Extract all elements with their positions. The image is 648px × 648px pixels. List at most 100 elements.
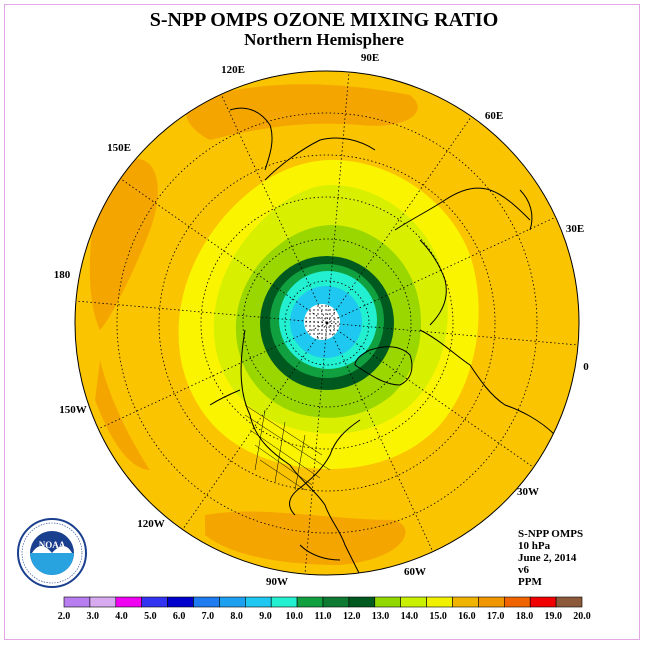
- info-block: S-NPP OMPS 10 hPa June 2, 2014 v6 PPM: [518, 528, 583, 588]
- coastline-siberia: [419, 239, 447, 326]
- no-data-dot: [317, 337, 319, 339]
- coastline-asia: [394, 187, 531, 231]
- colorbar-swatch: [555, 596, 583, 608]
- coastline-japan-region: [229, 107, 273, 171]
- colorbar-swatch: [270, 596, 298, 608]
- colorbar-tick-label: 3.0: [87, 611, 100, 622]
- no-data-dot: [329, 317, 331, 319]
- colorbar-tick-label: 2.0: [58, 611, 71, 622]
- lon-label-120w: 120W: [137, 518, 165, 530]
- no-data-dot: [313, 317, 315, 319]
- no-data-dot: [321, 337, 323, 339]
- lon-label-30w: 30W: [517, 486, 539, 498]
- no-data-dot: [305, 325, 307, 327]
- no-data-dot: [317, 313, 319, 315]
- no-data-dot: [305, 321, 307, 323]
- no-data-dot: [333, 325, 335, 327]
- no-data-dot: [317, 329, 319, 331]
- no-data-dot: [329, 333, 331, 335]
- coastline-europe: [419, 329, 556, 436]
- coastline-east-asia: [264, 137, 376, 181]
- no-data-dot: [333, 329, 335, 331]
- colorbar-tick-label: 6.0: [173, 611, 186, 622]
- map-title: S-NPP OMPS OZONE MIXING RATIO: [150, 9, 499, 31]
- colorbar-swatch: [503, 596, 531, 608]
- colorbar-tick-label: 15.0: [429, 611, 447, 622]
- no-data-dot: [337, 325, 339, 327]
- hemisphere-outline: [74, 70, 580, 576]
- no-data-dot: [317, 317, 319, 319]
- coastline-north-america-east: [289, 419, 361, 516]
- coastline-alaska: [209, 389, 241, 406]
- colorbar-swatch: [322, 596, 350, 608]
- info-instrument: S-NPP OMPS: [518, 528, 583, 540]
- no-data-dot: [329, 313, 331, 315]
- info-units: PPM: [518, 576, 542, 588]
- coastline-greenland: [354, 346, 413, 386]
- no-data-dot: [325, 333, 327, 335]
- no-data-dot: [317, 325, 319, 327]
- longitude-labels: 90E 60E 30E 0 30W 60W 90W 120W 150W 180 …: [54, 52, 590, 588]
- colorbar-tick-label: 9.0: [259, 611, 272, 622]
- no-data-dot: [309, 333, 311, 335]
- polar-no-data-dots: [305, 305, 339, 339]
- colorbar-tick-label: 14.0: [401, 611, 419, 622]
- colorbar-swatch: [478, 596, 505, 608]
- coastline-north-america: [240, 329, 361, 575]
- no-data-dot: [325, 305, 327, 307]
- colorbar-swatch: [529, 596, 557, 608]
- lon-label-0: 0: [583, 361, 589, 373]
- band-17ppm-patch: [95, 360, 150, 470]
- coastlines: [209, 107, 556, 575]
- no-data-dot: [333, 321, 335, 323]
- noaa-logo-ring-lettering: [21, 522, 83, 584]
- colorbar-tick-label: 20.0: [573, 611, 591, 622]
- colorbar-tick-label: 13.0: [372, 611, 390, 622]
- no-data-dot: [325, 325, 327, 327]
- no-data-dot: [305, 317, 307, 319]
- colorbar-swatch: [374, 596, 401, 608]
- band-17ppm-patch: [205, 511, 406, 565]
- lon-label-60e: 60E: [485, 110, 503, 122]
- no-data-dot: [321, 305, 323, 307]
- lon-label-150w: 150W: [59, 404, 87, 416]
- no-data-dot: [313, 309, 315, 311]
- ozone-field: [75, 71, 579, 575]
- no-data-dot: [325, 313, 327, 315]
- no-data-dot: [309, 309, 311, 311]
- colorbar-swatch: [400, 596, 427, 608]
- no-data-dot: [309, 329, 311, 331]
- colorbar-swatch: [193, 596, 220, 608]
- colorbar-swatch: [89, 596, 117, 608]
- no-data-dot: [337, 321, 339, 323]
- colorbar-tick-label: 18.0: [516, 611, 534, 622]
- band-17ppm-patch: [89, 158, 158, 330]
- no-data-dot: [317, 309, 319, 311]
- no-data-dot: [309, 325, 311, 327]
- no-data-dot: [313, 325, 315, 327]
- colorbar-tick-label: 17.0: [487, 611, 505, 622]
- lon-label-180: 180: [54, 269, 71, 281]
- info-pressure-level: 10 hPa: [518, 540, 551, 552]
- band-17ppm-patch: [186, 84, 418, 140]
- colorbar-swatch: [426, 596, 453, 608]
- no-data-dot: [321, 313, 323, 315]
- colorbar: [63, 596, 583, 608]
- no-data-dot: [325, 337, 327, 339]
- no-data-dot: [313, 329, 315, 331]
- coastline-india-region: [519, 189, 533, 231]
- noaa-logo-text: NOAA: [39, 540, 66, 550]
- no-data-dot: [325, 317, 327, 319]
- colorbar-tick-labels: 2.0 3.0 4.0 5.0 6.0 7.0 8.0 9.0 10.0 11.0 12.0 13.0…: [58, 611, 591, 622]
- no-data-dot: [329, 321, 331, 323]
- colorbar-swatch: [141, 596, 168, 608]
- no-data-dot: [333, 333, 335, 335]
- info-date: June 2, 2014: [518, 552, 577, 564]
- colorbar-swatch: [452, 596, 479, 608]
- no-data-dot: [329, 309, 331, 311]
- colorbar-swatch: [245, 596, 272, 608]
- info-version: v6: [518, 564, 530, 576]
- colorbar-tick-label: 19.0: [544, 611, 562, 622]
- colorbar-swatch: [296, 596, 324, 608]
